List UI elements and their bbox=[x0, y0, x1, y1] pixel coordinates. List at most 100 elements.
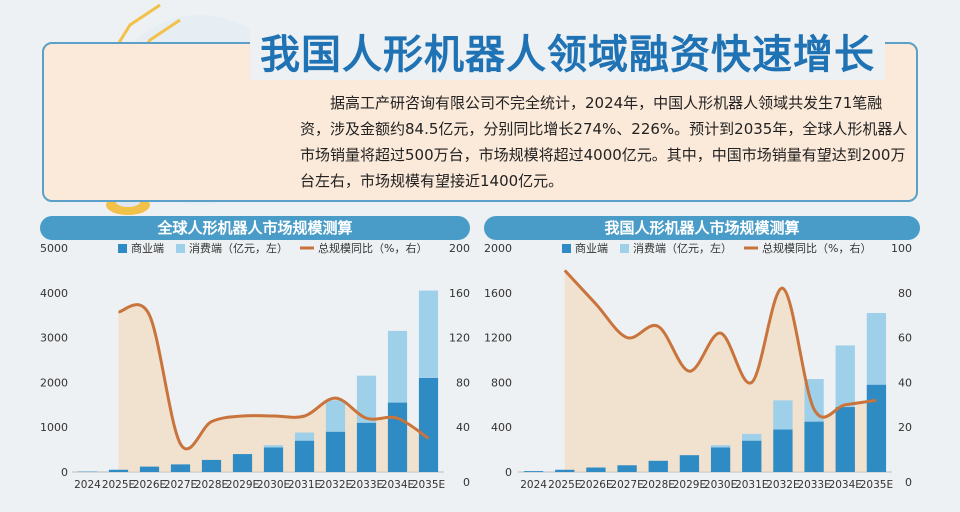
yoy-area bbox=[564, 270, 877, 472]
x-tick-label: 2025E bbox=[548, 479, 581, 491]
x-tick-label: 2033E bbox=[797, 479, 830, 491]
chart-1: 0 400 800 1200 1600 2000 20 40 60 80 100 0 2024 2025E… bbox=[484, 241, 912, 491]
x-tick-label: 2035E bbox=[412, 479, 445, 491]
legend-label: 消费端（亿元，左） bbox=[189, 241, 288, 255]
x-tick-label: 2032E bbox=[766, 479, 799, 491]
y-tick-right: 80 bbox=[456, 376, 470, 389]
x-tick-label: 2028E bbox=[195, 479, 228, 491]
x-tick-label: 2033E bbox=[350, 479, 383, 491]
y-tick-right: 200 bbox=[449, 242, 470, 255]
y-tick-left: 0 bbox=[505, 466, 512, 479]
x-tick-label: 2035E bbox=[860, 479, 893, 491]
intro-text: 据高工产研咨询有限公司不完全统计，2024年，中国人形机器人领域共发生71笔融资… bbox=[300, 94, 908, 190]
x-tick-label: 2026E bbox=[579, 479, 612, 491]
bar-business bbox=[773, 429, 793, 472]
bar-business bbox=[555, 469, 575, 472]
bar-business bbox=[742, 440, 762, 472]
bar-business bbox=[139, 466, 160, 472]
x-tick-label: 2034E bbox=[829, 479, 862, 491]
y-tick-right-zero: 0 bbox=[463, 476, 470, 489]
bar-business bbox=[201, 459, 222, 472]
bar-business bbox=[523, 471, 544, 472]
x-tick-label: 2029E bbox=[673, 479, 706, 491]
y-tick-left: 0 bbox=[61, 466, 68, 479]
x-tick-label: 2024 bbox=[74, 479, 101, 491]
y-tick-left: 2000 bbox=[484, 242, 512, 255]
legend-swatch bbox=[176, 244, 185, 253]
bar-business bbox=[387, 402, 408, 472]
x-tick-label: 2027E bbox=[610, 479, 643, 491]
x-tick-label: 2031E bbox=[288, 479, 321, 491]
bar-business bbox=[263, 447, 284, 472]
y-tick-right-zero: 0 bbox=[905, 476, 912, 489]
x-tick-label: 2034E bbox=[381, 479, 414, 491]
bar-business bbox=[356, 422, 377, 472]
x-tick-label: 2024 bbox=[520, 479, 547, 491]
bar-business bbox=[804, 421, 824, 472]
y-tick-right: 40 bbox=[456, 421, 470, 434]
x-tick-label: 2031E bbox=[735, 479, 768, 491]
bar-consumer bbox=[742, 433, 762, 441]
legend-label: 商业端 bbox=[575, 241, 608, 255]
bar-consumer bbox=[294, 432, 315, 441]
legend-swatch bbox=[562, 244, 571, 253]
bar-consumer bbox=[773, 400, 793, 430]
y-tick-left: 1600 bbox=[484, 287, 512, 300]
y-tick-right: 40 bbox=[898, 376, 912, 389]
x-tick-label: 2030E bbox=[704, 479, 737, 491]
y-tick-right: 100 bbox=[891, 242, 912, 255]
y-tick-left: 1000 bbox=[40, 421, 68, 434]
legend-label: 总规模同比（%，右） bbox=[762, 241, 871, 255]
bar-business bbox=[586, 467, 606, 472]
bar-consumer bbox=[325, 400, 346, 432]
x-tick-label: 2029E bbox=[226, 479, 259, 491]
yoy-line bbox=[118, 303, 430, 451]
bar-consumer bbox=[866, 312, 887, 385]
legend: 商业端 消费端（亿元，左） 总规模同比（%，右） bbox=[118, 241, 427, 255]
chart-title-china: 我国人形机器人市场规模测算 bbox=[484, 216, 920, 240]
legend-swatch bbox=[118, 244, 127, 253]
bar-consumer bbox=[263, 445, 284, 448]
y-tick-right: 20 bbox=[898, 421, 912, 434]
legend-label: 消费端（亿元，左） bbox=[633, 241, 732, 255]
x-tick-label: 2025E bbox=[102, 479, 135, 491]
x-tick-label: 2032E bbox=[319, 479, 352, 491]
x-tick-label: 2030E bbox=[257, 479, 290, 491]
y-tick-right: 120 bbox=[449, 332, 470, 345]
bar-business bbox=[325, 431, 346, 472]
page-title: 我国人形机器人领域融资快速增长 bbox=[250, 30, 885, 80]
y-tick-right: 160 bbox=[449, 287, 470, 300]
bar-business bbox=[617, 465, 637, 472]
legend-label: 商业端 bbox=[131, 241, 164, 255]
bar-business bbox=[294, 440, 315, 472]
yoy-area bbox=[118, 304, 429, 472]
legend-swatch bbox=[620, 244, 629, 253]
legend-label: 总规模同比（%，右） bbox=[318, 241, 427, 255]
bar-consumer bbox=[710, 445, 731, 448]
bar-consumer bbox=[418, 290, 439, 378]
y-tick-right: 60 bbox=[898, 332, 912, 345]
chart-title-global: 全球人形机器人市场规模测算 bbox=[40, 216, 470, 240]
y-tick-left: 800 bbox=[491, 376, 512, 389]
yoy-line bbox=[563, 269, 877, 419]
y-tick-left: 4000 bbox=[40, 287, 68, 300]
bar-business bbox=[648, 460, 668, 472]
y-tick-left: 400 bbox=[491, 421, 512, 434]
bar-business bbox=[866, 384, 887, 472]
bar-consumer bbox=[835, 345, 855, 408]
legend: 商业端 消费端（亿元，左） 总规模同比（%，右） bbox=[562, 241, 871, 255]
y-tick-right: 80 bbox=[898, 287, 912, 300]
bar-business bbox=[835, 407, 855, 472]
x-tick-label: 2028E bbox=[642, 479, 675, 491]
y-tick-left: 2000 bbox=[40, 376, 68, 389]
x-tick-label: 2026E bbox=[133, 479, 166, 491]
y-tick-left: 5000 bbox=[40, 242, 68, 255]
bar-business bbox=[170, 464, 191, 472]
bar-business bbox=[679, 455, 700, 472]
bar-business bbox=[710, 447, 731, 472]
bar-business bbox=[232, 454, 253, 472]
bar-business bbox=[418, 377, 439, 472]
bar-consumer bbox=[356, 375, 377, 423]
